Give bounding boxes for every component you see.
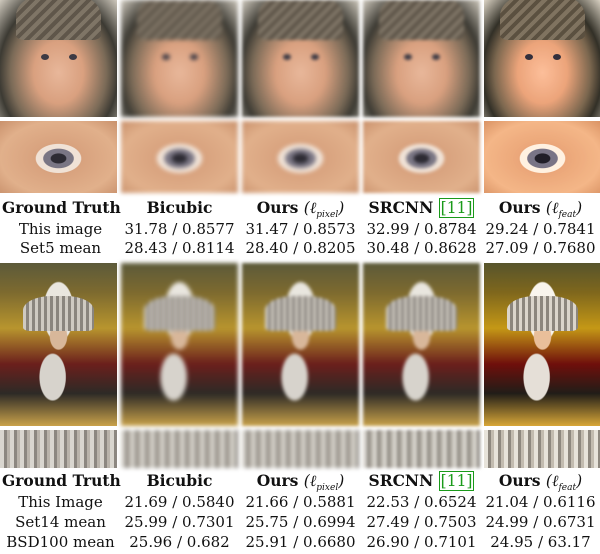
metric-ours-pixel: 28.40 / 0.8205 (245, 239, 356, 257)
srcnn-citation-link[interactable]: [11] (438, 471, 475, 491)
metric-row: This image 31.78 / 0.8577 31.47 / 0.8573… (0, 219, 600, 239)
metric-ours-feat: 29.24 / 0.7841 (485, 220, 596, 238)
metric-row: This Image 21.69 / 0.5840 21.66 / 0.5881… (0, 492, 600, 512)
image-ours-pixel-crop (242, 430, 359, 468)
loss-pixel-sub: pixel (316, 210, 339, 221)
image-ground-truth-face (0, 0, 117, 117)
image-ground-truth-eye (0, 121, 117, 193)
portrait-row (0, 263, 600, 426)
image-ours-feat-crop (484, 430, 600, 468)
metric-srcnn: 22.53 / 0.6524 (366, 493, 477, 511)
loss-feat-sub: feat (558, 210, 577, 221)
header-ours-pixel-word: Ours (256, 471, 299, 490)
metric-bicubic: 25.99 / 0.7301 (124, 513, 235, 531)
metric-ours-feat: 27.09 / 0.7680 (485, 239, 596, 257)
metric-srcnn: 32.99 / 0.8784 (366, 220, 477, 238)
header-srcnn: SRCNN [11] (363, 198, 480, 218)
metric-row: Set5 mean 28.43 / 0.8114 28.40 / 0.8205 … (0, 238, 600, 258)
loss-feat-close: ) (576, 199, 583, 217)
top-header-row: Ground Truth Bicubic Ours (ℓpixel) SRCNN… (0, 198, 600, 220)
image-ours-pixel-eye (242, 121, 359, 193)
srcnn-citation-link[interactable]: [11] (438, 198, 475, 218)
loss-pixel-symbol: (ℓpixel) (303, 199, 345, 221)
metric-bicubic: 25.96 / 0.682 (129, 533, 230, 551)
header-srcnn-word: SRCNN (368, 471, 434, 490)
loss-pixel-open: (ℓ (303, 472, 317, 490)
loss-pixel-open: (ℓ (303, 199, 317, 217)
loss-feat-symbol: (ℓfeat) (545, 472, 583, 494)
image-bicubic-crop (121, 430, 238, 468)
row-label: Set5 mean (19, 239, 102, 257)
header-srcnn-word: SRCNN (368, 198, 434, 217)
image-ours-feat-portrait (484, 263, 600, 426)
header-bicubic: Bicubic (146, 198, 213, 217)
loss-feat-sub: feat (558, 483, 577, 494)
header-ground-truth: Ground Truth (2, 198, 121, 217)
image-ground-truth-portrait (0, 263, 117, 426)
metric-ours-feat: 24.99 / 0.6731 (485, 513, 596, 531)
image-srcnn-crop (363, 430, 480, 468)
row-label: Set14 mean (15, 513, 106, 531)
loss-pixel-close: ) (338, 199, 345, 217)
metric-srcnn: 30.48 / 0.8628 (366, 239, 477, 257)
baby-eye-row (0, 121, 600, 193)
metric-srcnn: 27.49 / 0.7503 (366, 513, 477, 531)
baby-face-row (0, 0, 600, 117)
header-ours-feat: Ours (ℓfeat) (482, 198, 599, 225)
header-ours-feat-word: Ours (498, 198, 541, 217)
header-ours-pixel: Ours (ℓpixel) (242, 471, 359, 498)
row-label: This Image (18, 493, 103, 511)
metric-ours-pixel: 25.75 / 0.6994 (245, 513, 356, 531)
row-label: This image (18, 220, 103, 238)
metric-srcnn: 26.90 / 0.7101 (366, 533, 477, 551)
metric-row: BSD100 mean 25.96 / 0.682 25.91 / 0.6680… (0, 532, 600, 552)
metric-ours-feat: 24.95 / 63.17 (490, 533, 591, 551)
metric-bicubic: 31.78 / 0.8577 (124, 220, 235, 238)
metric-bicubic: 28.43 / 0.8114 (124, 239, 235, 257)
loss-pixel-symbol: (ℓpixel) (303, 472, 345, 494)
image-bicubic-portrait (121, 263, 238, 426)
image-srcnn-face (363, 0, 480, 117)
crown-crop-row (0, 430, 600, 468)
header-ours-feat-word: Ours (498, 471, 541, 490)
metric-ours-pixel: 31.47 / 0.8573 (245, 220, 356, 238)
metric-ours-pixel: 21.66 / 0.5881 (245, 493, 356, 511)
image-srcnn-eye (363, 121, 480, 193)
loss-pixel-close: ) (338, 472, 345, 490)
row-label: BSD100 mean (6, 533, 115, 551)
image-bicubic-eye (121, 121, 238, 193)
metric-ours-feat: 21.04 / 0.6116 (485, 493, 596, 511)
bottom-header-row: Ground Truth Bicubic Ours (ℓpixel) SRCNN… (0, 471, 600, 493)
header-ground-truth: Ground Truth (2, 471, 121, 490)
header-ours-feat: Ours (ℓfeat) (482, 471, 599, 498)
image-ours-pixel-portrait (242, 263, 359, 426)
image-bicubic-face (121, 0, 238, 117)
header-ours-pixel-word: Ours (256, 198, 299, 217)
header-ours-pixel: Ours (ℓpixel) (242, 198, 359, 225)
loss-pixel-sub: pixel (316, 483, 339, 494)
loss-feat-open: (ℓ (545, 472, 559, 490)
image-ours-feat-eye (484, 121, 600, 193)
loss-feat-open: (ℓ (545, 199, 559, 217)
metric-ours-pixel: 25.91 / 0.6680 (245, 533, 356, 551)
loss-feat-close: ) (576, 472, 583, 490)
image-ours-feat-face (484, 0, 600, 117)
header-srcnn: SRCNN [11] (363, 471, 480, 491)
loss-feat-symbol: (ℓfeat) (545, 199, 583, 221)
metric-bicubic: 21.69 / 0.5840 (124, 493, 235, 511)
metric-row: Set14 mean 25.99 / 0.7301 25.75 / 0.6994… (0, 512, 600, 532)
header-bicubic: Bicubic (146, 471, 213, 490)
image-ground-truth-crop (0, 430, 117, 468)
image-srcnn-portrait (363, 263, 480, 426)
image-ours-pixel-face (242, 0, 359, 117)
